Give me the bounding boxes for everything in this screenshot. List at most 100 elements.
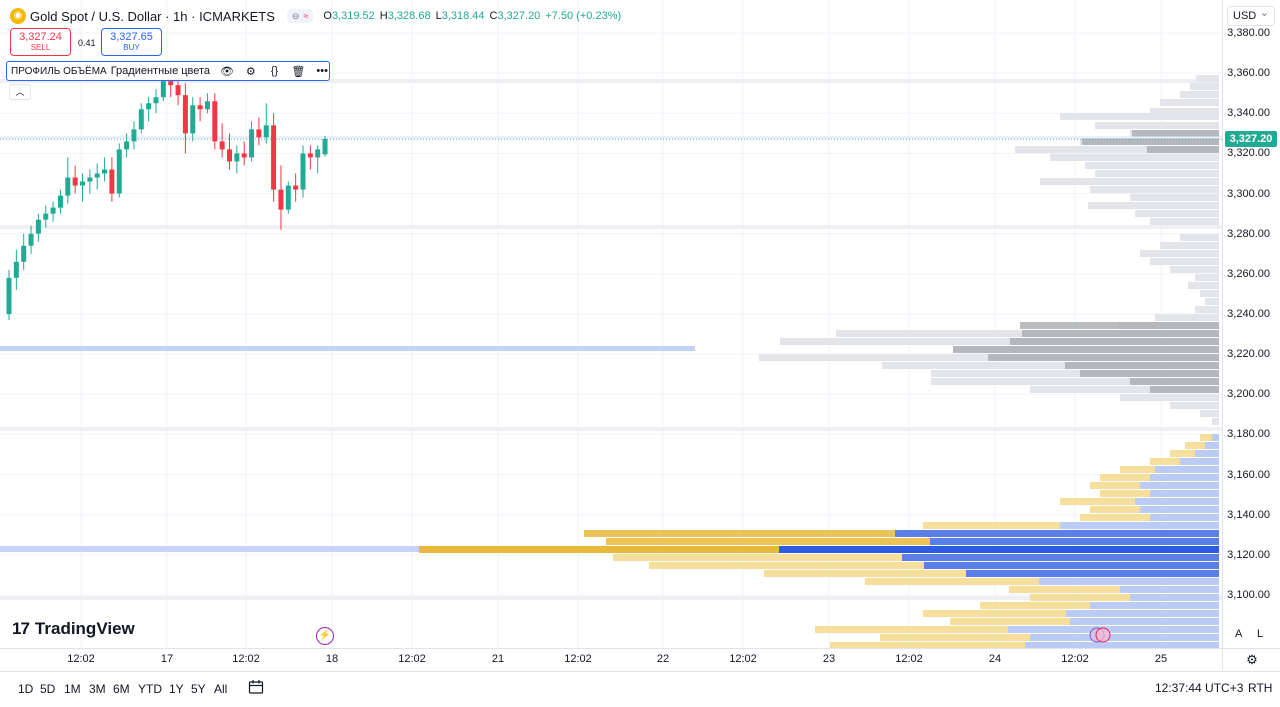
price-tick-label: 3,380.00 <box>1227 27 1270 39</box>
gear-icon[interactable]: ⚙ <box>245 65 256 78</box>
profile-row-total <box>1205 298 1219 305</box>
symbol-legend[interactable]: ◉ Gold Spot / U.S. Dollar · 1h · ICMARKE… <box>10 7 626 25</box>
collapse-legend-button[interactable]: ︿ <box>9 84 31 100</box>
price-axis[interactable]: USD 3,380.00 3,360.00 3,340.00 3,320.00 3,30… <box>1222 0 1280 648</box>
profile-row-total <box>1160 242 1219 249</box>
price-tick-label: 3,240.00 <box>1227 308 1270 320</box>
price-tick-label: 3,300.00 <box>1227 187 1270 200</box>
profile-row-up <box>1200 434 1212 441</box>
candle-body <box>249 129 255 158</box>
candle-body <box>234 153 240 162</box>
profile-row-total <box>1015 146 1219 153</box>
candle-body <box>204 101 210 110</box>
profile-row-total <box>1150 108 1219 115</box>
profile-row-total <box>1155 314 1219 321</box>
chart-pane[interactable] <box>0 0 1222 648</box>
candle-body <box>212 101 218 142</box>
economic-events-icon[interactable] <box>1089 627 1111 643</box>
range-button-ytd[interactable]: YTD <box>138 682 162 696</box>
candle-body <box>102 169 108 174</box>
profile-row-up <box>764 570 966 577</box>
profile-row-up <box>1150 386 1219 393</box>
profile-row-up <box>980 602 1090 609</box>
time-tick-label: 23 <box>822 653 836 665</box>
indicator-name[interactable]: ПРОФИЛЬ ОБЪЁМА <box>11 65 107 77</box>
price-tick-label: 3,280.00 <box>1227 227 1270 240</box>
chevron-up-icon: ︿ <box>15 87 25 97</box>
profile-row-total <box>1088 202 1219 209</box>
price-tick-label: 3,220.00 <box>1227 348 1270 361</box>
time-axis[interactable]: 12:02 17 12:02 18 12:02 21 12:02 22 12:02 23 12:02… <box>0 648 1222 670</box>
time-tick-label: 12:02 <box>729 653 757 665</box>
candle-body <box>57 195 63 208</box>
trash-icon[interactable]: 🗑 <box>291 65 306 78</box>
profile-row-total <box>1196 75 1219 82</box>
tradingview-logo[interactable]: 17 TradingView <box>12 619 135 639</box>
chart-canvas[interactable] <box>0 0 1222 648</box>
candle-body <box>109 169 115 194</box>
eye-icon[interactable]: 👁 <box>220 65 235 78</box>
source-code-icon[interactable]: {} <box>270 65 279 77</box>
candle-body <box>256 129 262 138</box>
range-button-1y[interactable]: 1Y <box>169 682 184 696</box>
range-button-3m[interactable]: 3M <box>89 682 106 696</box>
buy-label: BUY <box>123 43 140 52</box>
ohlc-high: H3,328.68 <box>379 10 431 22</box>
clock[interactable]: 12:37:44 UTC+3 <box>1155 681 1244 695</box>
profile-row-down <box>1070 618 1219 625</box>
profile-row-down <box>1090 602 1219 609</box>
range-button-5d[interactable]: 5D <box>40 682 56 696</box>
profile-row-up <box>606 538 930 545</box>
log-scale-button[interactable]: L <box>1257 628 1264 640</box>
candle-body <box>278 189 284 210</box>
currency-select[interactable]: USD <box>1227 4 1275 26</box>
lightning-icon[interactable]: ⚡ <box>316 627 334 645</box>
symbol-title[interactable]: Gold Spot / U.S. Dollar · 1h · ICMARKETS <box>30 8 275 24</box>
buy-button[interactable]: 3,327.65 BUY <box>101 28 162 56</box>
candle-body <box>241 153 247 158</box>
session-toggle[interactable]: RTH <box>1248 681 1273 695</box>
range-button-all[interactable]: All <box>214 682 228 696</box>
range-button-5y[interactable]: 5Y <box>191 682 206 696</box>
profile-row-down <box>1212 434 1219 441</box>
profile-row-down <box>930 538 1219 545</box>
range-button-6m[interactable]: 6M <box>113 682 130 696</box>
auto-scale-button[interactable]: A <box>1235 628 1243 640</box>
profile-row-up <box>923 522 1060 529</box>
logo-text: TradingView <box>34 619 135 638</box>
candle-body <box>35 219 41 234</box>
profile-row-total <box>1160 99 1219 106</box>
sell-price: 3,327.24 <box>19 31 62 43</box>
profile-row-up <box>865 578 1039 585</box>
profile-row-up <box>1090 506 1140 513</box>
candle-body <box>80 181 85 186</box>
ohlc-low: L3,318.44 <box>435 10 485 22</box>
profile-row-down <box>902 554 1219 561</box>
gear-icon[interactable]: ⚙ <box>1246 652 1258 667</box>
candle-body <box>315 149 321 158</box>
range-button-1d[interactable]: 1D <box>18 682 34 696</box>
market-status-pill[interactable]: ⊖ ≈ <box>286 9 314 23</box>
profile-row-up <box>988 354 1219 361</box>
candle-body <box>300 153 306 190</box>
volume-profile-legend[interactable]: ПРОФИЛЬ ОБЪЁМА Градиентные цвета 👁 ⚙ {} … <box>6 61 330 81</box>
range-button-1m[interactable]: 1M <box>64 682 81 696</box>
calendar-icon[interactable] <box>248 679 264 695</box>
profile-row-down <box>895 530 1219 537</box>
profile-row-up <box>1090 482 1140 489</box>
sell-button[interactable]: 3,327.24 SELL <box>10 28 71 56</box>
time-tick-label: 12:02 <box>67 653 95 665</box>
time-tick-label: 12:02 <box>895 653 923 665</box>
profile-row-up <box>953 346 1219 353</box>
more-icon[interactable]: ••• <box>316 65 328 77</box>
profile-row-up <box>1080 370 1219 377</box>
candle-body <box>322 138 328 155</box>
candle-body <box>307 153 313 158</box>
profile-row-down <box>1066 610 1219 617</box>
ohlc-close: C3,327.20 <box>489 10 541 22</box>
profile-row-up <box>1150 458 1180 465</box>
candle-body <box>72 177 78 186</box>
profile-row-separator <box>0 225 1222 229</box>
profile-row-down <box>1205 442 1219 449</box>
profile-row-down <box>1140 482 1219 489</box>
